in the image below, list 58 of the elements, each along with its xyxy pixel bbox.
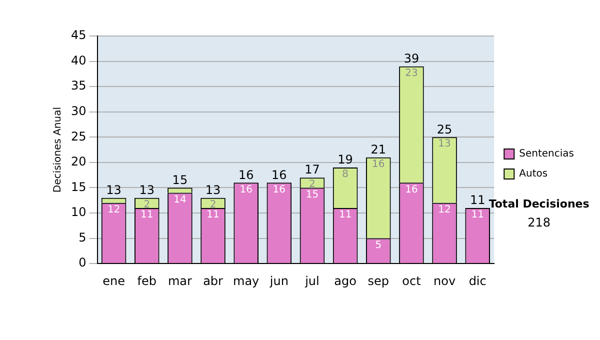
x-tick-label: mar	[168, 274, 192, 288]
total-label: 13	[139, 182, 155, 197]
data-label: 15	[306, 189, 319, 200]
x-tick-label: ene	[102, 274, 125, 288]
x-tick-label: sep	[368, 274, 390, 288]
data-label: 2	[144, 199, 150, 210]
total-label: 16	[272, 168, 287, 182]
data-label: 12	[107, 204, 120, 216]
y-tick-label: 45	[70, 28, 86, 42]
y-tick-label: 10	[70, 205, 86, 220]
annotation: Total Decisiones	[488, 197, 590, 210]
y-tick-label: 5	[78, 230, 86, 244]
x-tick-label: oct	[402, 274, 422, 288]
y-tick-label: 30	[70, 104, 86, 118]
data-label: 16	[240, 184, 252, 196]
data-label: 11	[140, 210, 154, 221]
total-label: 17	[304, 162, 320, 177]
text: 218	[528, 216, 551, 230]
x-tick-label: jul	[304, 274, 320, 288]
data-label: 23	[405, 68, 418, 79]
y-tick-label: 25	[70, 129, 86, 144]
data-label: 11	[206, 210, 220, 221]
y-tick-label: 20	[70, 154, 86, 169]
data-label: 2	[309, 179, 316, 190]
total-label: 11	[470, 193, 486, 208]
total-label: 39	[404, 51, 420, 66]
x-tick-label: may	[233, 274, 260, 288]
x-tick-label: abr	[203, 274, 224, 288]
x-tick-label: nov	[433, 274, 456, 288]
total-label: 16	[238, 168, 254, 182]
data-label: 16	[405, 184, 418, 196]
y-axis-title: Decisiones Anual	[52, 107, 64, 193]
total-label: 21	[370, 142, 386, 157]
data-label: 12	[438, 204, 451, 216]
data-label: 11	[338, 210, 352, 221]
legend-label: Autos	[519, 168, 548, 180]
x-tick-label: jun	[268, 274, 288, 288]
data-label: 11	[471, 210, 484, 221]
y-tick-label: 15	[70, 180, 86, 194]
data-label: 16	[272, 184, 286, 196]
y-tick-label: 0	[78, 256, 86, 270]
legend-label: Sentencias	[519, 148, 574, 160]
data-label: 8	[342, 169, 348, 180]
x-tick-label: ago	[334, 274, 356, 288]
y-tick-label: 40	[70, 53, 86, 68]
y-tick-label: 35	[70, 78, 86, 93]
total-label: 19	[338, 152, 353, 167]
x-tick-label: dic	[468, 274, 486, 288]
total-label: 15	[172, 172, 188, 187]
total-label: 13	[106, 182, 122, 197]
data-label: 5	[375, 240, 382, 251]
x-tick-label: feb	[137, 274, 156, 288]
data-label: 14	[174, 194, 186, 206]
data-label: 2	[210, 199, 216, 210]
total-label: 13	[205, 182, 221, 197]
data-label: 13	[438, 138, 451, 150]
data-label: 16	[372, 158, 385, 170]
total-label: 25	[436, 122, 452, 136]
